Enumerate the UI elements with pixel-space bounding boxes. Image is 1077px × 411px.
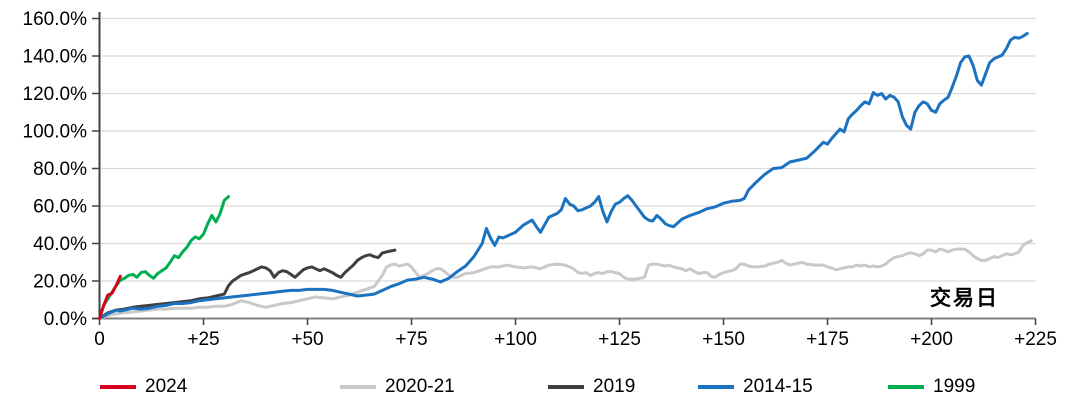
- x-axis-title: 交易日: [930, 287, 999, 310]
- legend-item-1999: 1999: [888, 374, 975, 400]
- x-tick-label: +200: [910, 329, 953, 350]
- series-line-2024: [98, 274, 122, 320]
- y-tick-label: 0.0%: [44, 309, 87, 330]
- series-line-2014-15: [98, 32, 1029, 320]
- legend-label: 2024: [145, 376, 188, 397]
- legend-label: 1999: [933, 376, 976, 397]
- series-line-1999: [98, 195, 230, 320]
- legend-item-2020-21: 2020-21: [340, 374, 455, 400]
- y-tick-label: 100.0%: [23, 122, 88, 143]
- legend-label: 2020-21: [385, 376, 455, 397]
- legend-item-2024: 2024: [100, 374, 187, 400]
- legend: 2024 2020-21 2019 2014-15 1999: [0, 374, 1077, 404]
- y-tick-label: 80.0%: [33, 159, 87, 180]
- tick-marks: [92, 17, 1037, 325]
- legend-item-2019: 2019: [548, 374, 635, 400]
- y-tick-label: 160.0%: [23, 9, 88, 30]
- x-tick-label: +225: [1014, 329, 1057, 350]
- y-axis-labels: 0.0% 20.0% 40.0% 60.0% 80.0% 100.0% 120.0% 140.…: [23, 9, 88, 330]
- legend-swatch-2024: [100, 385, 136, 389]
- legend-swatch-2020-21: [340, 385, 376, 389]
- x-tick-label: +100: [494, 329, 537, 350]
- x-tick-label: +75: [395, 329, 427, 350]
- legend-swatch-1999: [888, 385, 924, 389]
- plot-area: 0.0% 20.0% 40.0% 60.0% 80.0% 100.0% 120.0% 140.…: [23, 9, 1057, 350]
- legend-label: 2014-15: [743, 376, 813, 397]
- x-tick-label: +50: [291, 329, 323, 350]
- legend-label: 2019: [593, 376, 636, 397]
- x-tick-label: +150: [702, 329, 745, 350]
- series-line-2020-21: [98, 239, 1033, 320]
- x-tick-label: +175: [806, 329, 849, 350]
- y-tick-label: 20.0%: [33, 272, 87, 293]
- y-tick-label: 140.0%: [23, 47, 88, 68]
- x-tick-label: 0: [94, 329, 105, 350]
- legend-swatch-2019: [548, 385, 584, 389]
- axes: [92, 12, 1036, 320]
- x-tick-label: +25: [187, 329, 219, 350]
- y-tick-label: 60.0%: [33, 197, 87, 218]
- y-tick-label: 120.0%: [23, 84, 88, 105]
- series-lines: [98, 32, 1033, 320]
- y-tick-label: 40.0%: [33, 234, 87, 255]
- x-tick-label: +125: [598, 329, 641, 350]
- legend-item-2014-15: 2014-15: [698, 374, 813, 400]
- gridlines: [99, 17, 1036, 282]
- x-axis-labels: 0 +25 +50 +75 +100 +125 +150 +175 +200 +225: [94, 329, 1057, 350]
- legend-swatch-2014-15: [698, 385, 734, 389]
